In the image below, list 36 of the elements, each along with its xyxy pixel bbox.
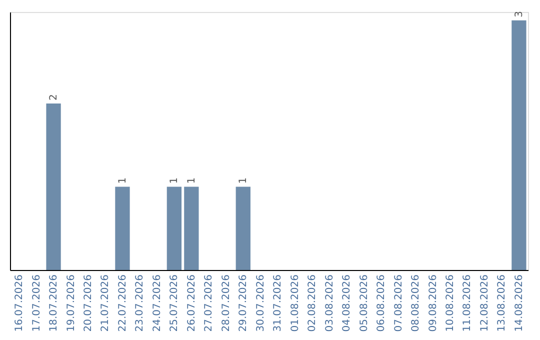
x-tick-label: 29.07.2026 [238,274,250,332]
x-tick-label: 19.07.2026 [66,274,77,332]
x-tick-label: 07.08.2026 [393,274,404,332]
x-tick-label: 04.08.2026 [342,274,353,332]
x-tick-label: 20.07.2026 [83,274,94,332]
x-tick-label: 17.07.2026 [31,274,42,332]
x-tick-label: 06.08.2026 [376,274,388,332]
x-tick-label: 16.07.2026 [14,274,26,332]
x-tick-label: 23.07.2026 [134,274,146,332]
x-tick-label: 11.08.2026 [462,274,474,332]
data-label: 2 [48,94,60,101]
x-tick-label: 22.07.2026 [117,274,128,332]
data-label: 1 [238,177,250,184]
x-tick-label: 09.08.2026 [428,274,439,332]
x-tick-label: 31.07.2026 [272,274,284,332]
x-tick-label: 21.07.2026 [100,274,112,332]
data-label: 1 [117,177,128,184]
x-tick-label: 01.08.2026 [290,274,301,332]
x-tick-label: 05.08.2026 [358,274,370,332]
x-tick-label: 14.08.2026 [514,274,525,332]
x-tick-label: 08.08.2026 [410,274,422,332]
data-label: 3 [514,10,525,18]
x-tick-label: 18.07.2026 [48,274,60,332]
x-tick-label: 24.07.2026 [152,274,163,332]
x-tick-label: 27.07.2026 [204,274,215,332]
x-tick-label: 03.08.2026 [324,274,336,332]
x-tick-label: 28.07.2026 [220,274,232,332]
data-label: 1 [186,177,198,184]
x-tick-label: 13.08.2026 [496,274,508,332]
x-tick-label: 26.07.2026 [186,274,198,332]
x-tick-label: 02.08.2026 [307,274,318,332]
x-tick-label: 10.08.2026 [445,274,456,332]
data-label: 1 [169,177,180,184]
x-tick-label: 30.07.2026 [255,274,266,332]
x-tick-label: 25.07.2026 [169,274,180,332]
x-tick-label: 12.08.2026 [479,274,490,332]
